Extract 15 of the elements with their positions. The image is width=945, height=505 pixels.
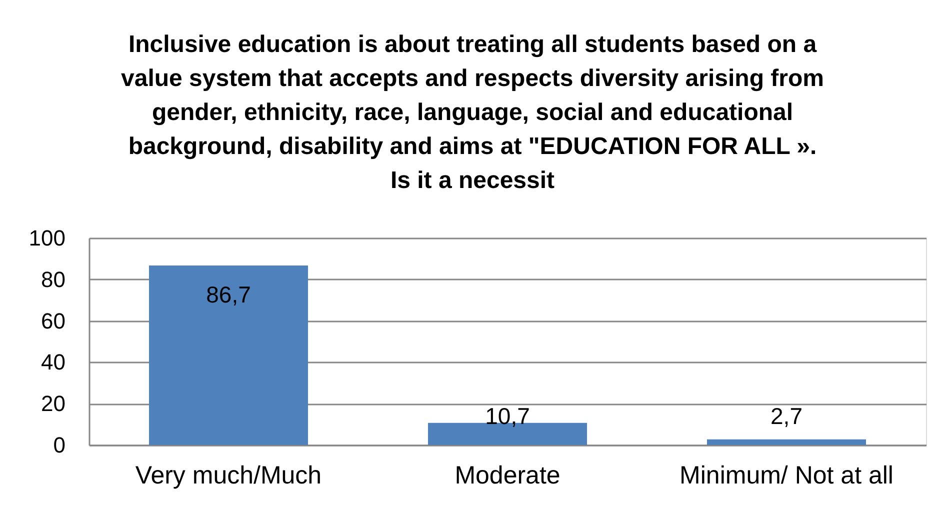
y-tick-label: 40 xyxy=(41,350,66,375)
x-tick-label: Moderate xyxy=(454,462,560,490)
y-tick-label: 20 xyxy=(41,391,66,416)
data-label: 2,7 xyxy=(770,403,802,429)
data-label: 86,7 xyxy=(206,282,251,308)
x-tick-label: Very much/Much xyxy=(135,462,322,490)
bar xyxy=(706,439,866,445)
y-tick-label: 0 xyxy=(53,432,66,458)
y-tick-label: 60 xyxy=(41,308,66,334)
x-tick-label: Minimum/ Not at all xyxy=(680,462,894,490)
chart-title: Inclusive education is about treating all students based on a value system that accepts and respects diversity arising from gender, ethnicity, race, language, social and educational background, disability and aims at "EDUCATION FOR ALL ». Is it a necessit xyxy=(121,31,824,194)
bar xyxy=(148,266,308,445)
y-tick-label: 80 xyxy=(41,266,66,292)
y-tick-label: 100 xyxy=(28,226,66,250)
data-label: 10,7 xyxy=(485,403,530,429)
